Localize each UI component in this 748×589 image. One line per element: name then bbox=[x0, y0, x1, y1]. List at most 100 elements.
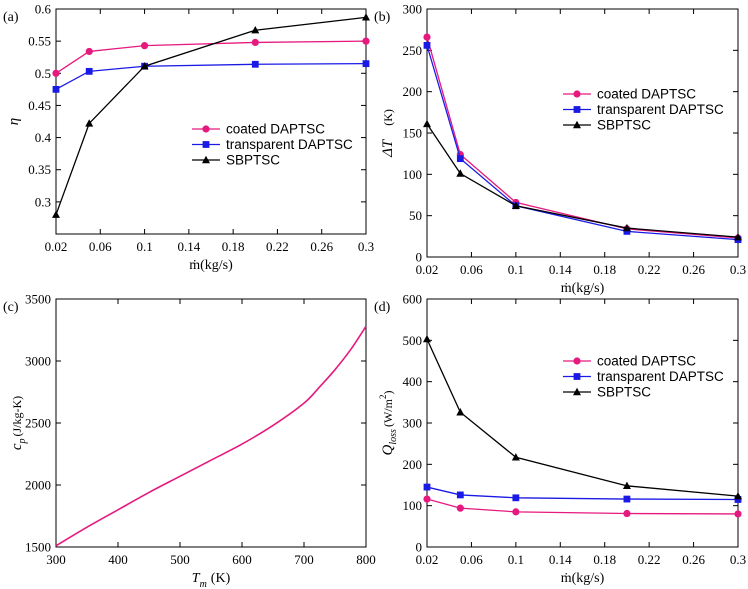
y-axis-label: η bbox=[6, 118, 22, 125]
x-tick-label: 0.1 bbox=[508, 262, 524, 277]
series-line bbox=[55, 40, 367, 74]
legend-marker bbox=[573, 373, 581, 380]
x-axis-label: Tm (K) bbox=[192, 571, 231, 589]
data-point bbox=[52, 69, 60, 77]
y-tick-label: 0 bbox=[416, 540, 423, 555]
series-sbptsc bbox=[52, 13, 370, 218]
x-axis-label: ṁ(kg/s) bbox=[189, 258, 233, 273]
x-tick-label: 0.1 bbox=[136, 239, 152, 254]
legend-marker bbox=[573, 120, 581, 129]
legend-item: SBPTSC bbox=[192, 153, 280, 168]
legend-marker bbox=[573, 357, 581, 365]
y-tick-label: 150 bbox=[403, 126, 423, 141]
legend-item: transparent DAPTSC bbox=[192, 137, 353, 152]
data-point bbox=[423, 495, 431, 503]
x-tick-label: 0.18 bbox=[593, 552, 616, 567]
data-point bbox=[423, 41, 431, 49]
y-tick-label: 1500 bbox=[25, 540, 51, 555]
panel-label: (b) bbox=[374, 10, 391, 25]
x-tick-label: 300 bbox=[46, 552, 66, 567]
y-tick-label: 50 bbox=[409, 208, 422, 223]
x-tick-label: 0.06 bbox=[460, 552, 483, 567]
legend-item: transparent DAPTSC bbox=[563, 102, 724, 117]
series-line bbox=[426, 486, 739, 501]
x-tick-label: 0.18 bbox=[222, 239, 245, 254]
y-tick-label: 0.4 bbox=[35, 130, 52, 145]
legend-label: coated DAPTSC bbox=[226, 122, 325, 137]
x-tick-label: 700 bbox=[294, 552, 314, 567]
series-line bbox=[426, 123, 739, 238]
legend-item: coated DAPTSC bbox=[563, 87, 696, 102]
y-tick-label: 300 bbox=[403, 2, 423, 17]
series-line bbox=[426, 498, 739, 515]
legend-item: coated DAPTSC bbox=[563, 354, 696, 369]
x-tick-label: 0.22 bbox=[638, 552, 661, 567]
y-tick-label: 100 bbox=[403, 167, 423, 182]
legend-marker bbox=[202, 141, 210, 148]
data-point bbox=[140, 42, 149, 50]
y-tick-label: 500 bbox=[403, 333, 423, 348]
data-point bbox=[512, 508, 520, 516]
x-tick-label: 0.26 bbox=[682, 552, 705, 567]
data-point bbox=[623, 227, 631, 235]
data-point bbox=[423, 334, 431, 343]
series-cp bbox=[55, 325, 367, 547]
y-tick-label: 0.35 bbox=[28, 162, 51, 177]
x-tick-label: 0.22 bbox=[266, 239, 289, 254]
y-tick-label: 0.45 bbox=[28, 98, 51, 113]
legend-marker bbox=[202, 155, 210, 164]
data-point bbox=[512, 494, 520, 502]
legend-label: transparent DAPTSC bbox=[226, 137, 353, 152]
panel-a: (a) 0.02 0.06 0.1 0.14 0.18 0.22 0.26 0.3 0.3 0.35… bbox=[3, 2, 374, 274]
legend-label: coated DAPTSC bbox=[597, 354, 696, 369]
y-tick-label: 400 bbox=[403, 374, 423, 389]
legend-label: SBPTSC bbox=[597, 385, 651, 400]
x-tick-label: 0.06 bbox=[89, 239, 112, 254]
legend-label: SBPTSC bbox=[226, 153, 280, 168]
x-tick-label: 0.3 bbox=[730, 262, 746, 277]
data-point bbox=[511, 201, 520, 209]
series-line bbox=[55, 62, 367, 90]
x-tick-label: 0.02 bbox=[416, 552, 439, 567]
legend-label: transparent DAPTSC bbox=[597, 369, 724, 384]
x-tick-label: 0.14 bbox=[549, 262, 572, 277]
legend-label: SBPTSC bbox=[597, 118, 651, 133]
y-tick-label: 3000 bbox=[25, 354, 51, 369]
x-tick-label: 0.26 bbox=[682, 262, 705, 277]
y-tick-label: 0.5 bbox=[35, 66, 51, 81]
data-point bbox=[362, 37, 370, 45]
data-point bbox=[85, 47, 93, 56]
x-tick-label: 600 bbox=[232, 552, 252, 567]
panel-c: (c) 300 400 500 600 700 800 1500 2000 2500 3000 350… bbox=[3, 292, 376, 589]
y-axis-label: Qloss(W/m2) bbox=[378, 391, 399, 456]
y-tick-label: 3500 bbox=[25, 292, 51, 307]
data-point bbox=[251, 60, 259, 68]
legend-marker bbox=[573, 106, 581, 113]
data-point bbox=[251, 38, 259, 47]
data-point bbox=[423, 33, 431, 41]
data-point bbox=[362, 13, 370, 21]
plot-frame bbox=[55, 298, 367, 548]
data-point bbox=[85, 119, 94, 127]
x-tick-label: 0.02 bbox=[416, 262, 439, 277]
x-tick-label: 0.18 bbox=[593, 262, 616, 277]
x-tick-label: 0.22 bbox=[638, 262, 661, 277]
data-point bbox=[52, 210, 60, 218]
y-tick-label: 2500 bbox=[25, 416, 51, 431]
y-axis-label: ΔT(K) bbox=[380, 109, 396, 158]
series-line bbox=[55, 325, 367, 547]
series-line bbox=[55, 16, 367, 215]
x-axis-label: ṁ(kg/s) bbox=[561, 281, 605, 296]
series-coated-daptsc bbox=[423, 33, 742, 242]
y-tick-label: 100 bbox=[403, 498, 423, 513]
series-transparent-daptsc bbox=[423, 483, 742, 503]
data-point bbox=[251, 26, 260, 34]
data-point bbox=[622, 481, 631, 490]
series-coated-daptsc bbox=[52, 37, 370, 77]
x-tick-label: 0.1 bbox=[508, 552, 524, 567]
data-point bbox=[140, 62, 149, 70]
y-tick-label: 200 bbox=[403, 457, 423, 472]
legend-label: transparent DAPTSC bbox=[597, 102, 724, 117]
data-point bbox=[423, 119, 431, 128]
